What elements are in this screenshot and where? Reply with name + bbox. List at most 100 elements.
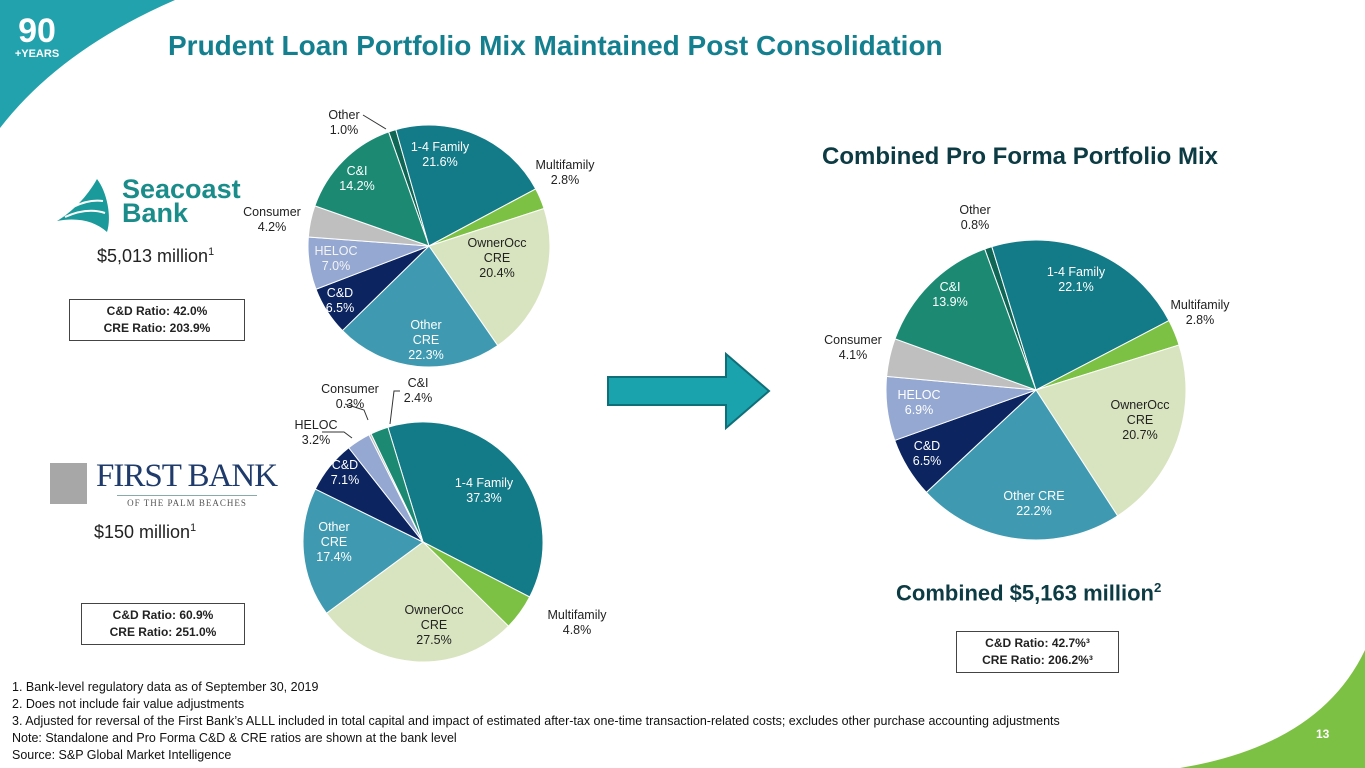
slice-label-text: C&I <box>939 280 961 294</box>
footnote-source: Source: S&P Global Market Intelligence <box>12 748 232 762</box>
slice-label-candd: C&D 6.5% <box>315 286 365 316</box>
slice-value-text: 6.9% <box>904 403 934 417</box>
slice-value-text: 22.2% <box>1016 504 1052 518</box>
slice-label-candi: C&I 13.9% <box>920 280 980 310</box>
page-number: 13 <box>1316 727 1330 741</box>
badge-number: 90 <box>18 12 56 50</box>
cd-ratio: C&D Ratio: 42.7%³ <box>985 636 1090 650</box>
slice-label-text: HELOC <box>897 388 941 402</box>
pie-slice-other-cre <box>341 245 499 368</box>
pie-slice-candi <box>314 131 430 247</box>
slice-label-ownerocc-cre: OwnerOcc CRE 20.4% <box>462 236 532 281</box>
slice-label-text: C&I <box>407 376 429 390</box>
slice-value-text: 20.7% <box>1122 428 1158 442</box>
slice-label-text: Multifamily <box>547 608 607 622</box>
pie-slice-1-4-family <box>991 239 1170 391</box>
slice-label-multifamily: Multifamily 4.8% <box>532 608 622 638</box>
slice-value-text: 22.1% <box>1058 280 1094 294</box>
cre-ratio: CRE Ratio: 206.2%³ <box>982 653 1093 667</box>
slice-label-text: Consumer <box>824 333 882 347</box>
logo-line-1: Seacoast <box>122 174 241 204</box>
seacoast-logo-text: Seacoast Bank <box>122 174 241 228</box>
firstbank-amount: $150 million1 <box>94 522 196 543</box>
slice-label-other: Other 0.8% <box>945 203 1005 233</box>
cd-ratio: C&D Ratio: 60.9% <box>112 608 214 622</box>
slice-value-text: 4.2% <box>257 220 287 234</box>
firstbank-ratio-box: C&D Ratio: 60.9% CRE Ratio: 251.0% <box>81 603 245 645</box>
slice-value-text: 14.2% <box>339 179 375 193</box>
footnote-3: 3. Adjusted for reversal of the First Ba… <box>12 714 1060 728</box>
first-bank-logo-subtext: OF THE PALM BEACHES <box>117 495 257 508</box>
slice-label-text: Consumer <box>321 382 379 396</box>
slice-label-multifamily: Multifamily 2.8% <box>1155 298 1245 328</box>
combined-ratio-box: C&D Ratio: 42.7%³ CRE Ratio: 206.2%³ <box>956 631 1119 673</box>
slice-label-candi: C&I 2.4% <box>398 376 438 406</box>
slice-label-text: 1-4 Family <box>410 140 470 154</box>
slice-value-text: 3.2% <box>301 433 331 447</box>
pie-slice-ownerocc-cre <box>428 207 551 347</box>
slice-value-text: 27.5% <box>416 633 452 647</box>
pie-slice-other-cre <box>302 488 424 614</box>
footnote-ref: 1 <box>190 522 197 534</box>
page-title: Prudent Loan Portfolio Mix Maintained Po… <box>168 30 943 61</box>
pie-slice-ownerocc-cre <box>325 541 510 663</box>
combined-chart-title: Combined Pro Forma Portfolio Mix <box>822 143 1219 170</box>
slice-label-text: 1-4 Family <box>454 476 514 490</box>
slice-value-text: 7.1% <box>330 473 360 487</box>
slice-label-other: Other 1.0% <box>314 108 374 138</box>
slice-value-text: 0.3% <box>335 397 365 411</box>
footnote-note: Note: Standalone and Pro Forma C&D & CRE… <box>12 731 457 745</box>
footnote-ref: 1 <box>208 246 215 258</box>
slice-label-text: Multifamily <box>535 158 595 172</box>
pie-slice-ownerocc-cre <box>1035 344 1187 517</box>
first-bank-column-icon <box>50 463 87 504</box>
slice-value-text: 17.4% <box>316 550 352 564</box>
cre-ratio: CRE Ratio: 203.9% <box>103 321 211 335</box>
corner-decoration-green <box>1180 650 1365 768</box>
slice-value-text: 2.4% <box>403 391 433 405</box>
pie-slice-1-4-family <box>395 124 537 247</box>
slice-label-multifamily: Multifamily 2.8% <box>520 158 610 188</box>
slice-label-text: 1-4 Family <box>1046 265 1106 279</box>
slice-value-text: 37.3% <box>466 491 502 505</box>
slice-label-heloc: HELOC 3.2% <box>286 418 346 448</box>
amount-text: $150 million <box>94 522 191 542</box>
slice-value-text: 0.8% <box>960 218 990 232</box>
slice-label-1-4-family: 1-4 Family 22.1% <box>1031 265 1121 295</box>
slice-label-text: C&D <box>913 439 941 453</box>
footnote-2: 2. Does not include fair value adjustmen… <box>12 697 245 711</box>
slice-label-other-cre: Other CRE 22.2% <box>984 489 1084 519</box>
leader-line <box>389 390 400 425</box>
slice-value-text: 7.0% <box>321 259 351 273</box>
slice-label-text: OwnerOcc CRE <box>1110 398 1170 427</box>
slice-value-text: 6.5% <box>912 454 942 468</box>
seacoast-ratio-box: C&D Ratio: 42.0% CRE Ratio: 203.9% <box>69 299 245 341</box>
cd-ratio: C&D Ratio: 42.0% <box>106 304 208 318</box>
corner-decoration <box>0 0 175 128</box>
slice-label-other-cre: Other CRE 22.3% <box>401 318 451 363</box>
badge-text: +YEARS <box>14 48 60 60</box>
logo-line-2: Bank <box>122 198 189 228</box>
slice-label-text: OwnerOcc CRE <box>404 603 464 632</box>
pie-slice-other-cre <box>925 389 1119 541</box>
slice-value-text: 4.1% <box>838 348 868 362</box>
slice-value-text: 2.8% <box>550 173 580 187</box>
slice-label-text: Other CRE <box>318 520 350 549</box>
cre-ratio: CRE Ratio: 251.0% <box>109 625 217 639</box>
slice-value-text: 2.8% <box>1185 313 1215 327</box>
footnote-1: 1. Bank-level regulatory data as of Sept… <box>12 680 319 694</box>
90-years-badge: 90 +YEARS <box>8 14 66 60</box>
slice-label-consumer: Consumer 4.1% <box>813 333 893 363</box>
arrow-right-icon <box>607 352 771 430</box>
slice-label-1-4-family: 1-4 Family 21.6% <box>395 140 485 170</box>
slice-label-text: Consumer <box>243 205 301 219</box>
slice-label-heloc: HELOC 7.0% <box>306 244 366 274</box>
leader-line <box>362 114 387 130</box>
slice-label-ownerocc-cre: OwnerOcc CRE 27.5% <box>399 603 469 648</box>
slice-label-text: C&D <box>326 286 354 300</box>
first-bank-logo-text: FIRST BANK <box>96 458 278 494</box>
slice-label-heloc: HELOC 6.9% <box>889 388 949 418</box>
slice-label-1-4-family: 1-4 Family 37.3% <box>439 476 529 506</box>
slice-label-text: Other <box>328 108 360 122</box>
slice-label-ownerocc-cre: OwnerOcc CRE 20.7% <box>1105 398 1175 443</box>
